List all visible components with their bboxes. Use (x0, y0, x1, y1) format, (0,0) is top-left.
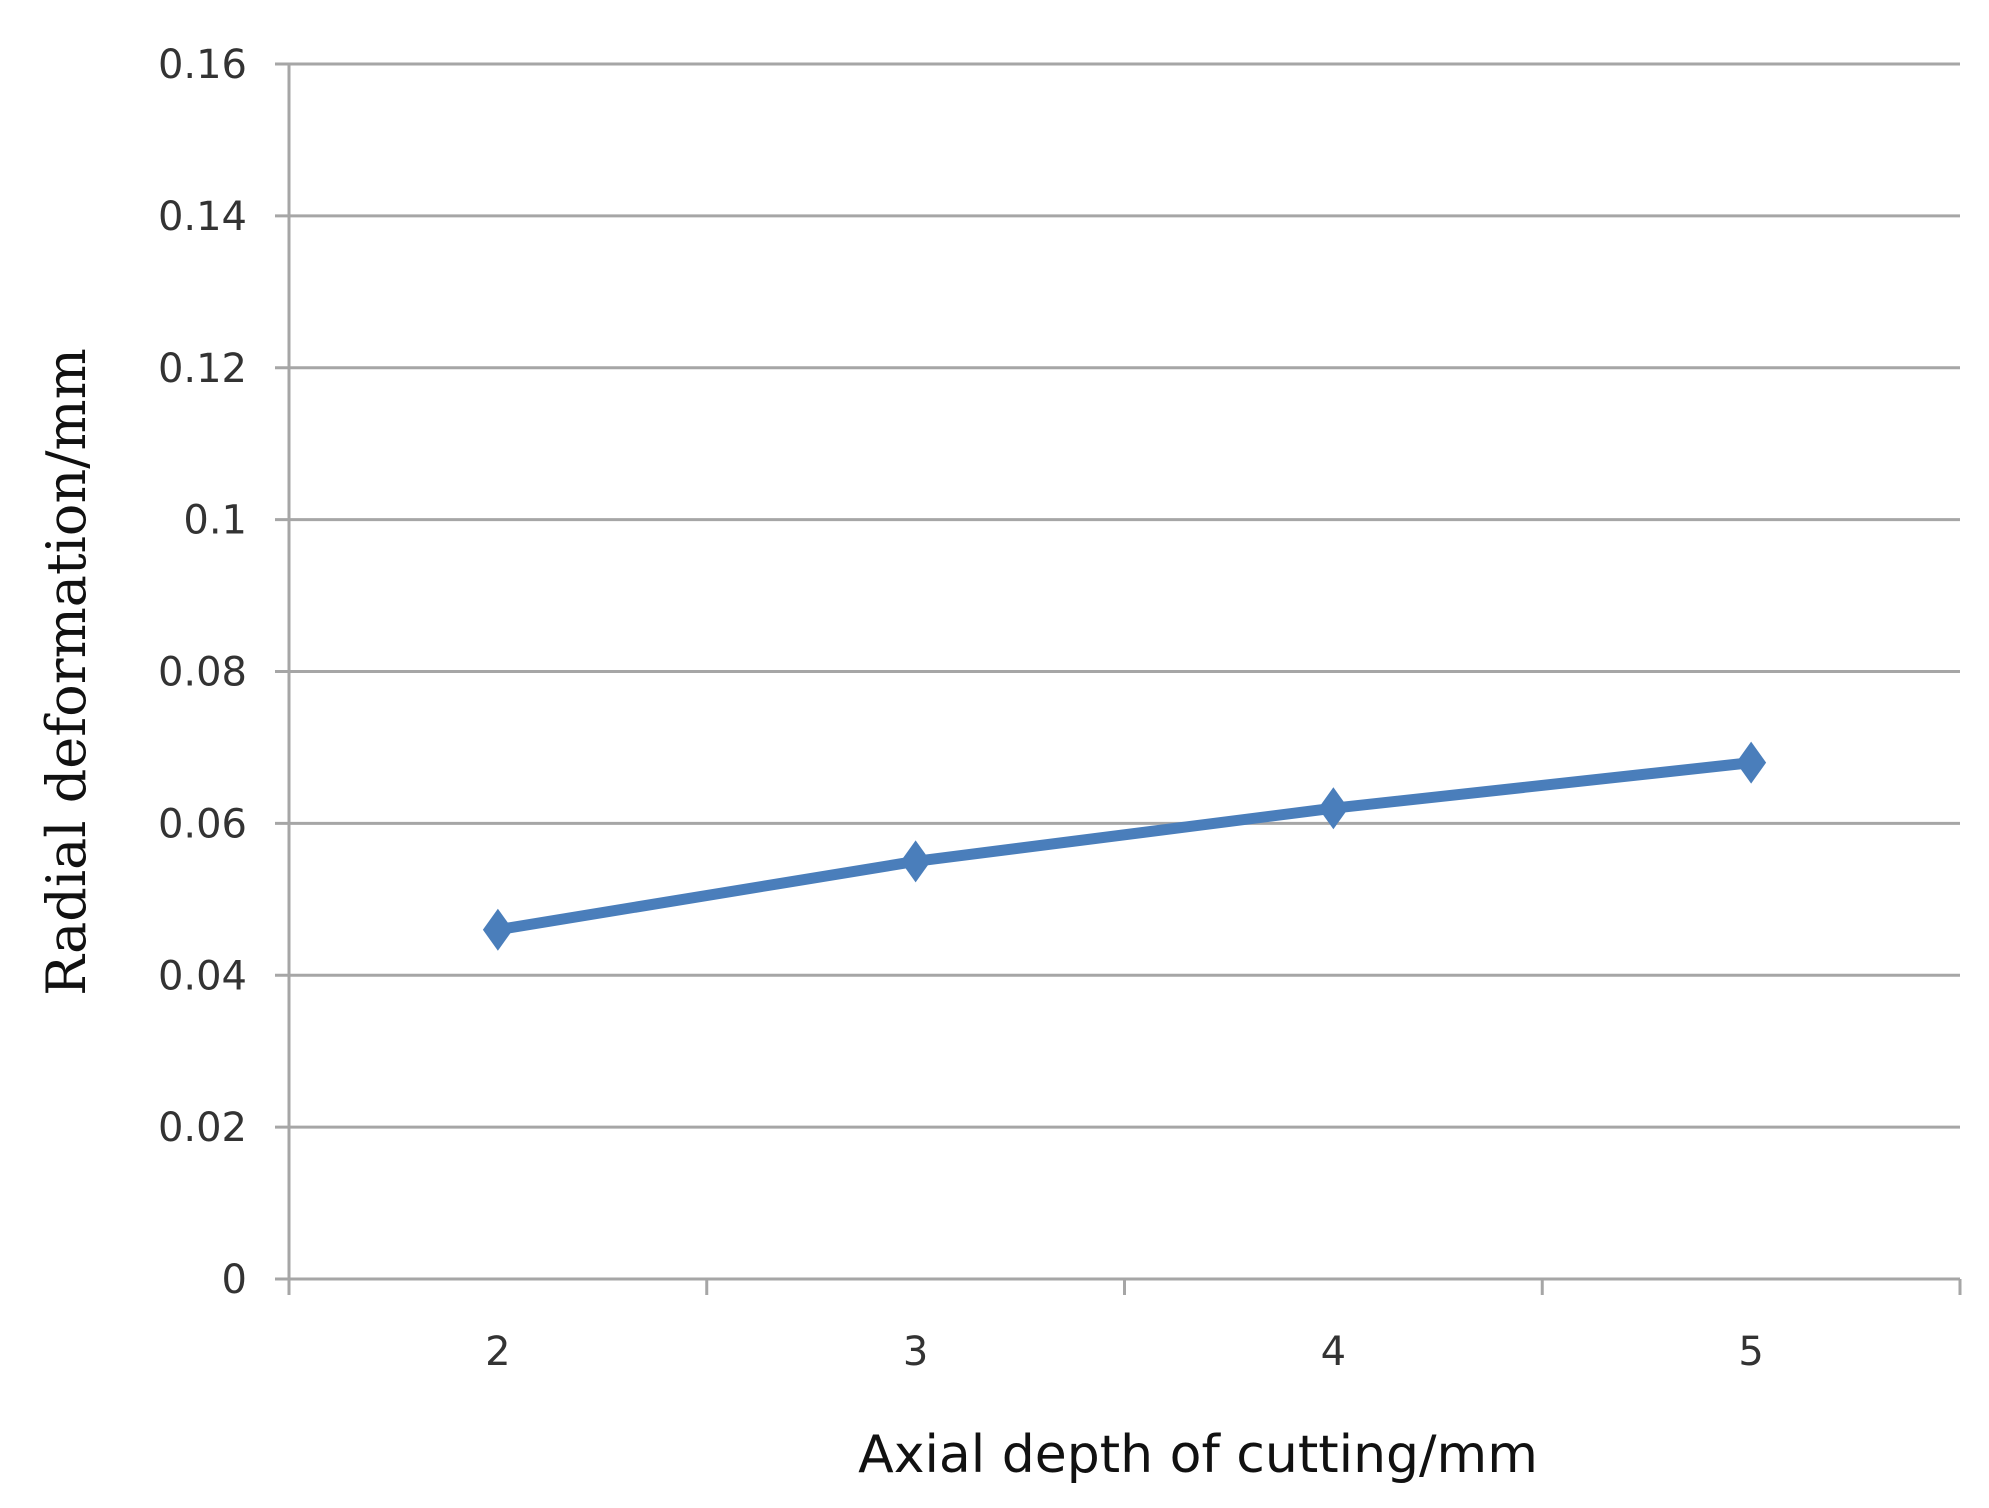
y-tick-label: 0.02 (158, 1105, 247, 1151)
y-tick-label: 0.16 (158, 42, 247, 88)
y-tick-label: 0.06 (158, 801, 247, 847)
y-tick-label: 0.14 (158, 194, 247, 240)
data-point-marker (482, 908, 513, 951)
x-tick-label: 2 (485, 1329, 510, 1375)
data-point-marker (1318, 787, 1349, 830)
data-point-marker (1736, 741, 1767, 784)
y-tick-labels: 0 0.02 0.04 0.06 0.08 0.1 0.12 0.14 0.16 (158, 42, 247, 1303)
x-tick-labels: 2 3 4 5 (485, 1329, 1764, 1375)
y-tick-label: 0.04 (158, 953, 247, 999)
series-line (496, 757, 1752, 936)
y-tick-label: 0.08 (158, 650, 247, 696)
y-tick-label: 0 (222, 1257, 247, 1303)
x-axis-label: Axial depth of cutting/mm (858, 1425, 1538, 1485)
gridlines (275, 62, 1962, 1295)
x-tick-label: 5 (1738, 1329, 1763, 1375)
x-tick-label: 4 (1321, 1329, 1346, 1375)
y-axis-label: Radial deformation/mm (35, 348, 98, 996)
x-tick-label: 3 (903, 1329, 928, 1375)
series (482, 741, 1767, 951)
y-tick-label: 0.1 (183, 498, 247, 544)
y-tick-label: 0.12 (158, 346, 247, 392)
data-point-marker (900, 840, 931, 883)
